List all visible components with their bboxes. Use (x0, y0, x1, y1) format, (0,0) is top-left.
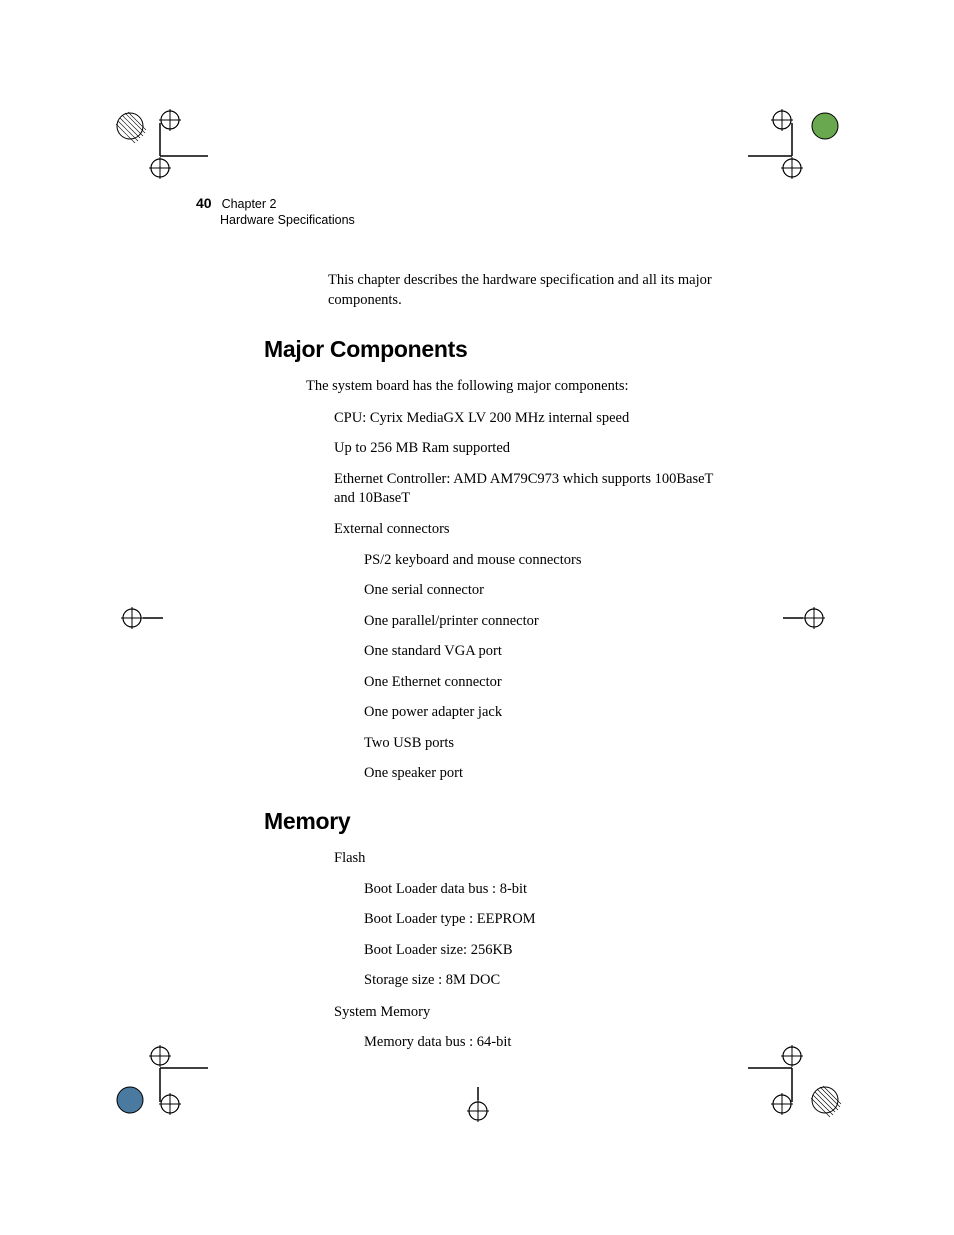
list-item: System Memory (334, 1003, 816, 1023)
list-item: Ethernet Controller: AMD AM79C973 which … (334, 470, 714, 509)
memory-flash-list: Boot Loader data bus : 8-bit Boot Loader… (364, 880, 816, 991)
intro-paragraph: This chapter describes the hardware spec… (328, 271, 728, 310)
list-item: Two USB ports (364, 734, 816, 754)
list-item: Memory data bus : 64-bit (364, 1033, 816, 1053)
list-item: Flash (334, 849, 816, 869)
list-item: One Ethernet connector (364, 673, 816, 693)
list-item: Up to 256 MB Ram supported (334, 439, 816, 459)
list-item: Storage size : 8M DOC (364, 971, 816, 991)
crop-mark-bot-right (740, 1040, 860, 1140)
list-item: One standard VGA port (364, 642, 816, 662)
memory-sysmem-list: Memory data bus : 64-bit (364, 1033, 816, 1053)
crop-mark-mid-left (108, 600, 168, 640)
section-heading-memory: Memory (264, 808, 816, 835)
crop-mark-top-left (98, 98, 218, 188)
external-connectors-list: PS/2 keyboard and mouse connectors One s… (364, 551, 816, 785)
page-body: 40 Chapter 2 Hardware Specifications Thi… (196, 195, 816, 1053)
list-item: Boot Loader type : EEPROM (364, 910, 816, 930)
list-item: CPU: Cyrix MediaGX LV 200 MHz internal s… (334, 409, 816, 429)
list-item: PS/2 keyboard and mouse connectors (364, 551, 816, 571)
page-number: 40 (196, 195, 212, 211)
running-header: 40 Chapter 2 (196, 195, 816, 211)
list-item: One speaker port (364, 764, 816, 784)
major-components-lead: The system board has the following major… (306, 377, 816, 397)
chapter-label: Chapter 2 (222, 197, 277, 211)
crop-mark-top-right (740, 98, 860, 188)
chapter-title: Hardware Specifications (220, 213, 816, 227)
memory-flash-group: Flash (334, 849, 816, 869)
list-item: One serial connector (364, 581, 816, 601)
major-components-list: CPU: Cyrix MediaGX LV 200 MHz internal s… (334, 409, 816, 540)
list-item: External connectors (334, 520, 816, 540)
memory-sysmem-group: System Memory (334, 1003, 816, 1023)
list-item: Boot Loader data bus : 8-bit (364, 880, 816, 900)
section-heading-major-components: Major Components (264, 336, 816, 363)
list-item: Boot Loader size: 256KB (364, 941, 816, 961)
crop-mark-bot-left (98, 1040, 218, 1140)
list-item: One power adapter jack (364, 703, 816, 723)
crop-mark-bot-center (450, 1085, 510, 1130)
list-item: One parallel/printer connector (364, 612, 816, 632)
